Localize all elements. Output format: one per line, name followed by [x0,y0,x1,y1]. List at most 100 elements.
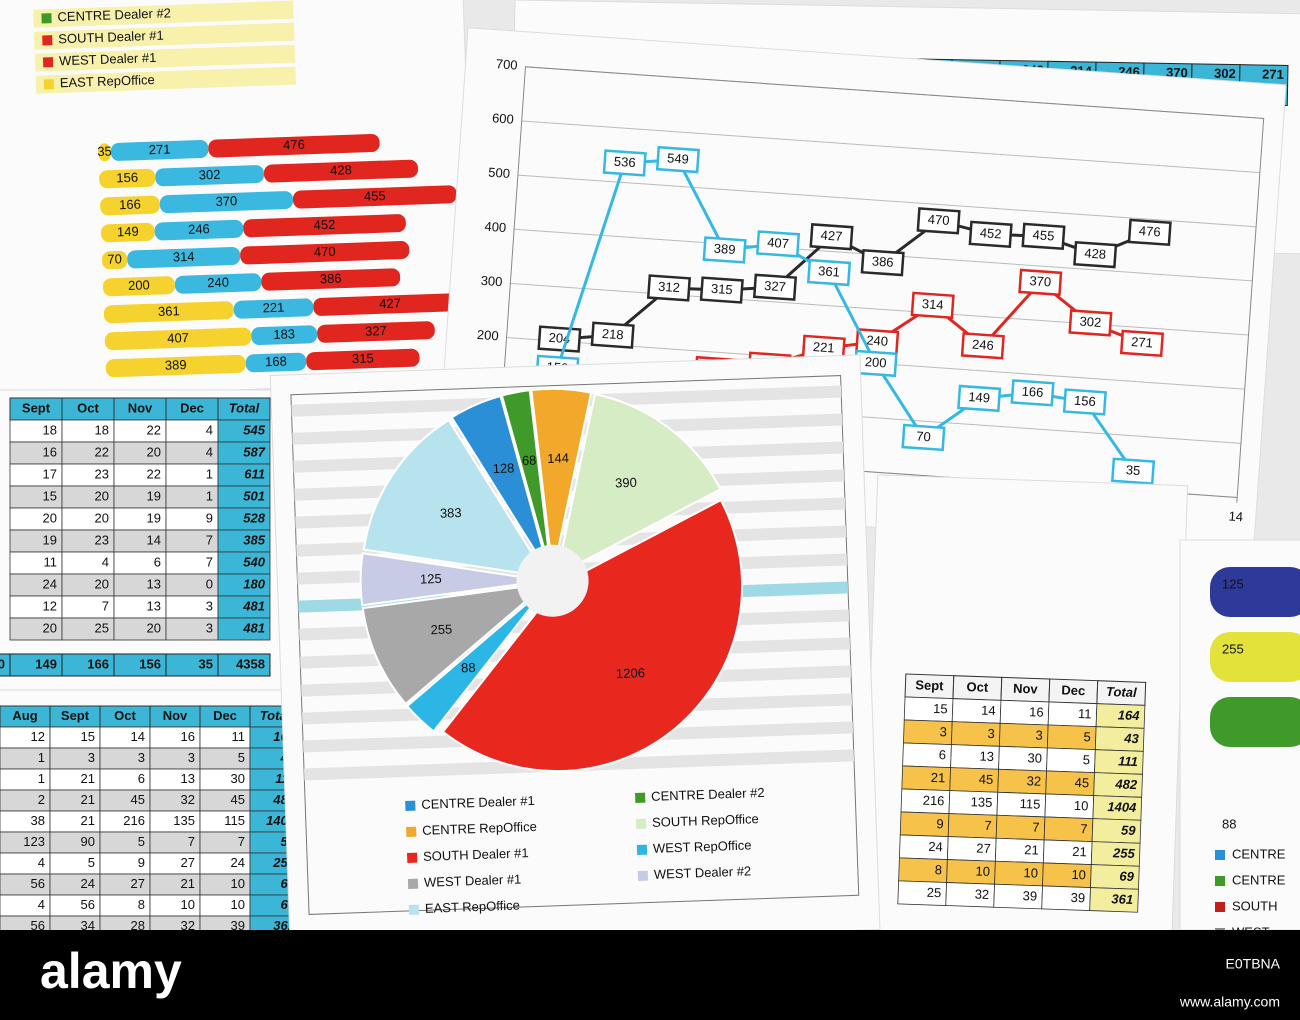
slice-label: 255 [430,621,452,637]
legend-swatch [43,79,55,90]
cell-text: 0 [206,576,213,591]
data-label: 327 [764,278,787,294]
data-label: 361 [818,263,841,279]
legend-label: CENTRE Dealer #2 [57,5,171,24]
cell-text: 21 [1024,842,1039,857]
cell-text: 30 [1027,750,1042,765]
data-label: 221 [812,339,835,355]
legend-label: SOUTH RepOffice [652,811,759,830]
slice-label: 383 [440,505,462,521]
data-point [646,274,692,302]
cell-text: 115 [1019,796,1040,812]
bar-value-label: 302 [199,167,221,183]
pie-slice [362,418,549,579]
cell-text: 32 [1026,773,1041,788]
data-label: 370 [1029,273,1052,289]
data-label: 200 [864,354,887,370]
data-point [699,276,744,304]
data-point [1021,222,1066,251]
cell-text: 8 [138,897,145,912]
cell-text: 255 [1112,845,1136,861]
bar-value-label: 314 [173,249,195,265]
summary-text: 156 [139,656,161,671]
pie-slice [450,394,551,575]
data-label: 536 [613,154,636,170]
pie-fragment [1210,632,1300,682]
cell-text: 20 [147,620,161,635]
data-point [1119,329,1165,358]
cell-text: 481 [242,598,265,613]
cell-text: 10 [1074,798,1089,813]
cell-text: 59 [1121,823,1137,839]
bar-segment [99,168,156,189]
legend-label: CENTRE [1232,846,1286,861]
cell-text: 3 [987,726,995,741]
cell-text: 27 [976,841,991,856]
pie-fragment-label: 125 [1222,576,1244,591]
legend-swatch [42,57,54,68]
cell-text: 21 [181,876,195,891]
data-label: 389 [713,241,736,257]
data-point [1018,268,1063,297]
header-text: Nov [128,400,153,415]
data-point [960,332,1005,360]
bottom-table-sheet: AugSeptOctNovDecTotal1215141611164133354… [0,689,341,938]
cell-text: 21 [1072,844,1087,859]
pie-slice [530,387,593,574]
slice-label: 125 [420,571,442,587]
cell-text: 19 [147,488,161,503]
cell-text: 115 [224,813,245,828]
cell-text: 7 [238,834,245,849]
summary-text: 166 [87,656,109,671]
cell-text: 10 [231,876,245,891]
y-tick-label: 700 [495,56,518,72]
bar-segment [110,140,209,161]
cell-text: 14 [981,703,996,718]
legend-label: WEST Dealer #2 [654,863,752,881]
bar-segment [317,321,435,343]
legend-swatch [1215,850,1225,860]
legend-swatch [408,904,420,915]
cell-text: 6 [138,771,145,786]
data-label: 476 [1138,223,1161,239]
bar-chart-sheet: CENTRE Dealer #2 SOUTH Dealer #1 WEST Deal… [0,0,478,400]
cell-text: 4 [206,444,213,459]
header-text: Nov [163,708,188,723]
y-tick-label: 600 [492,110,515,126]
data-label: 218 [601,326,624,342]
header-text: Dec [213,708,237,723]
cell-text: 180 [243,576,265,591]
cell-text: 56 [81,897,95,912]
pie-slice [361,582,550,706]
cell-text: 32 [181,918,195,933]
legend-swatch [41,13,52,24]
summary-text: 149 [35,656,57,671]
bar-segment [104,327,252,351]
cell-text: 7 [1032,819,1040,834]
cell-text: 3 [138,750,145,765]
data-point [590,321,635,349]
legend-label: CENTRE RepOffice [422,819,537,838]
data-point [860,248,905,277]
data-label: 246 [972,337,995,353]
data-label: 455 [1032,227,1055,243]
bar-value-label: 221 [262,300,284,316]
cell-text: 5 [1083,729,1091,744]
donut-hole [516,544,589,617]
slice-label: 144 [547,450,569,466]
cell-text: 482 [1114,776,1138,792]
bar-segment [102,276,175,297]
bar-value-label: 149 [117,224,139,240]
cell-text: 22 [95,444,109,459]
cell-text: 24 [231,855,245,870]
brand-logo: alamy [40,943,182,999]
slice-label: 1206 [616,665,645,681]
legend-label: SOUTH Dealer #1 [58,28,164,47]
legend-label: EAST RepOffice [425,898,520,916]
bar-value-label: 476 [283,137,305,153]
cell-text: 20 [147,444,161,459]
cell-text: 271 [1262,66,1284,81]
watermark-bar [0,930,1300,1020]
cell-text: 1 [206,466,213,481]
